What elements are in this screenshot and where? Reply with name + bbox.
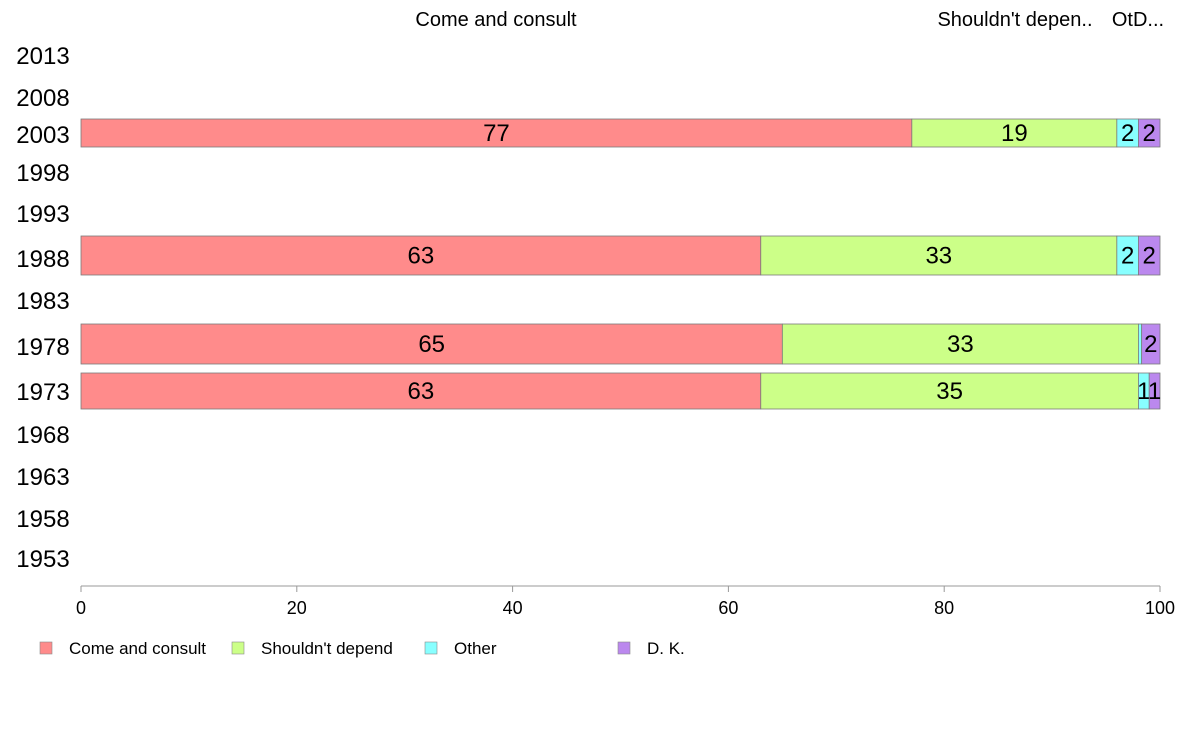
- bar-label-1973-s1: 35: [936, 378, 963, 405]
- bar-label-1973-s2: 1: [1137, 378, 1150, 405]
- year-label-1998: 1998: [16, 160, 69, 187]
- top-label-2: OtD...: [1112, 9, 1164, 31]
- bar-label-2003-s0: 77: [483, 120, 510, 147]
- year-axis: 2013 2008 2003 1998 1993 1988 1983 1978 1973 1968…: [16, 43, 69, 573]
- year-label-1993: 1993: [16, 201, 69, 228]
- x-tick-label-60: 60: [718, 598, 738, 618]
- bar-2003-s0: [80, 118, 913, 148]
- bar-2003-s3: [1138, 118, 1161, 148]
- legend-swatch-2: [424, 641, 438, 655]
- legend-label-2: Other: [454, 639, 497, 658]
- legend: Come and consult Shouldn't depend Other D. …: [39, 639, 685, 658]
- bar-label-1988-s0: 63: [408, 243, 435, 270]
- top-category-labels: Come and consult Shouldn't depen.. OtD...: [415, 9, 1164, 31]
- bar-1978-s2: [1138, 323, 1143, 365]
- bar-label-2003-s3: 2: [1143, 120, 1156, 147]
- x-tick-label-100: 100: [1145, 598, 1175, 618]
- legend-swatch-0: [39, 641, 53, 655]
- bar-1973-s1: [760, 372, 1139, 410]
- bar-label-1978-s0: 65: [418, 331, 445, 358]
- x-axis: 0 20 40 60 80 100: [76, 585, 1175, 618]
- bar-1978-s3: [1141, 323, 1161, 365]
- year-label-2003: 2003: [16, 122, 69, 149]
- legend-swatch-3: [617, 641, 631, 655]
- bar-label-2003-s2: 2: [1121, 120, 1134, 147]
- year-label-1968: 1968: [16, 422, 69, 449]
- year-label-1958: 1958: [16, 506, 69, 533]
- year-label-1953: 1953: [16, 546, 69, 573]
- year-label-1988: 1988: [16, 246, 69, 273]
- bar-1988-s1: [760, 235, 1118, 276]
- year-label-1973: 1973: [16, 379, 69, 406]
- bar-label-1988-s2: 2: [1121, 243, 1134, 270]
- year-label-1978: 1978: [16, 334, 69, 361]
- legend-swatch-1: [231, 641, 245, 655]
- bar-label-1988-s1: 33: [925, 243, 952, 270]
- bar-2003-s1: [911, 118, 1118, 148]
- bar-label-2003-s1: 19: [1001, 120, 1028, 147]
- top-label-0: Come and consult: [415, 9, 577, 31]
- bar-label-1988-s3: 2: [1143, 243, 1156, 270]
- year-label-2008: 2008: [16, 85, 69, 112]
- x-tick-label-80: 80: [934, 598, 954, 618]
- bars: 77 19 2 263 33 2 265 33 263 35 11: [80, 118, 1161, 410]
- bar-1973-s0: [80, 372, 762, 410]
- bar-label-1978-s3: 2: [1144, 331, 1157, 358]
- year-label-1983: 1983: [16, 288, 69, 315]
- year-label-1963: 1963: [16, 464, 69, 491]
- x-tick-label-20: 20: [287, 598, 307, 618]
- top-label-1: Shouldn't depen..: [937, 9, 1092, 31]
- x-tick-label-40: 40: [503, 598, 523, 618]
- year-label-2013: 2013: [16, 43, 69, 70]
- bar-label-1978-s1: 33: [947, 331, 974, 358]
- legend-label-0: Come and consult: [69, 639, 206, 658]
- bar-1978-s1: [781, 323, 1139, 365]
- bar-1988-s3: [1138, 235, 1161, 276]
- legend-label-3: D. K.: [647, 639, 685, 658]
- x-tick-label-0: 0: [76, 598, 86, 618]
- bar-label-1973-s3: 1: [1148, 378, 1161, 405]
- bar-1978-s0: [80, 323, 783, 365]
- bar-1973-s3: [1148, 372, 1161, 410]
- bar-label-1973-s0: 63: [408, 378, 435, 405]
- legend-label-1: Shouldn't depend: [261, 639, 393, 658]
